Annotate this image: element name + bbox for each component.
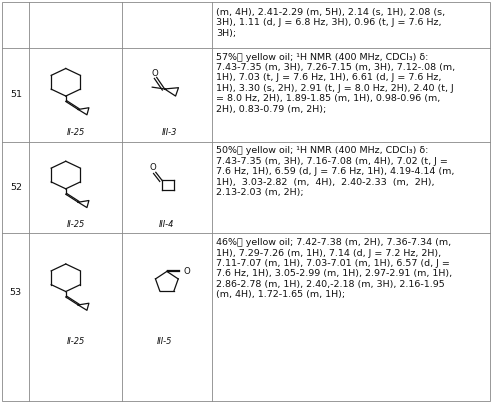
Text: O: O [151,69,158,77]
Text: 50%。 yellow oil; ¹H NMR (400 MHz, CDCl₃) δ:
7.43-7.35 (m, 3H), 7.16-7.08 (m, 4H): 50%。 yellow oil; ¹H NMR (400 MHz, CDCl₃)… [216,146,454,197]
Text: (m, 4H), 2.41-2.29 (m, 5H), 2.14 (s, 1H), 2.08 (s,
3H), 1.11 (d, J = 6.8 Hz, 3H): (m, 4H), 2.41-2.29 (m, 5H), 2.14 (s, 1H)… [216,8,445,38]
Text: O: O [184,267,190,276]
Text: III-3: III-3 [161,128,177,137]
Text: II-25: II-25 [66,128,85,137]
Text: III-4: III-4 [159,220,175,229]
Text: 52: 52 [10,183,22,192]
Text: 57%。 yellow oil; ¹H NMR (400 MHz, CDCl₃) δ:
7.43-7.35 (m, 3H), 7.26-7.15 (m, 3H): 57%。 yellow oil; ¹H NMR (400 MHz, CDCl₃)… [216,53,455,114]
Text: 53: 53 [10,288,22,297]
Text: O: O [150,163,156,172]
Text: II-25: II-25 [66,220,85,229]
Text: 46%。 yellow oil; 7.42-7.38 (m, 2H), 7.36-7.34 (m,
1H), 7.29-7.26 (m, 1H), 7.14 (: 46%。 yellow oil; 7.42-7.38 (m, 2H), 7.36… [216,238,452,299]
Text: III-5: III-5 [157,337,172,346]
Text: II-25: II-25 [66,337,85,346]
Text: 51: 51 [10,90,22,99]
